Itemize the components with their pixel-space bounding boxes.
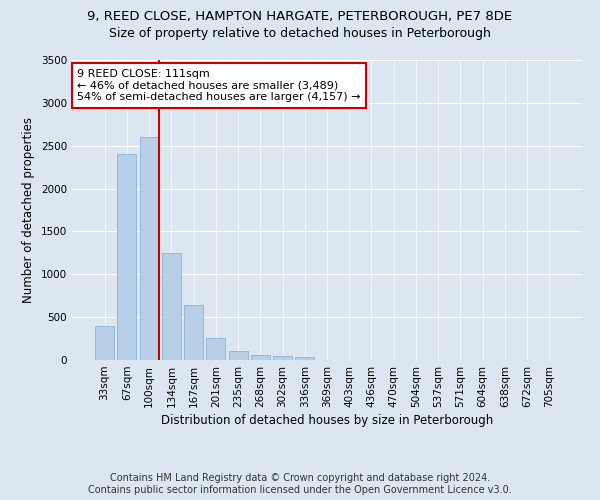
Bar xyxy=(295,357,314,360)
Bar xyxy=(140,137,158,360)
Bar xyxy=(184,305,203,360)
Bar xyxy=(273,356,292,360)
Text: Contains HM Land Registry data © Crown copyright and database right 2024.
Contai: Contains HM Land Registry data © Crown c… xyxy=(88,474,512,495)
Text: 9, REED CLOSE, HAMPTON HARGATE, PETERBOROUGH, PE7 8DE: 9, REED CLOSE, HAMPTON HARGATE, PETERBOR… xyxy=(88,10,512,23)
Y-axis label: Number of detached properties: Number of detached properties xyxy=(22,117,35,303)
Bar xyxy=(229,350,248,360)
Text: Size of property relative to detached houses in Peterborough: Size of property relative to detached ho… xyxy=(109,28,491,40)
Bar xyxy=(118,154,136,360)
Bar xyxy=(251,355,270,360)
Bar xyxy=(95,326,114,360)
Text: 9 REED CLOSE: 111sqm
← 46% of detached houses are smaller (3,489)
54% of semi-de: 9 REED CLOSE: 111sqm ← 46% of detached h… xyxy=(77,69,361,102)
X-axis label: Distribution of detached houses by size in Peterborough: Distribution of detached houses by size … xyxy=(161,414,493,427)
Bar xyxy=(206,338,225,360)
Bar xyxy=(162,253,181,360)
